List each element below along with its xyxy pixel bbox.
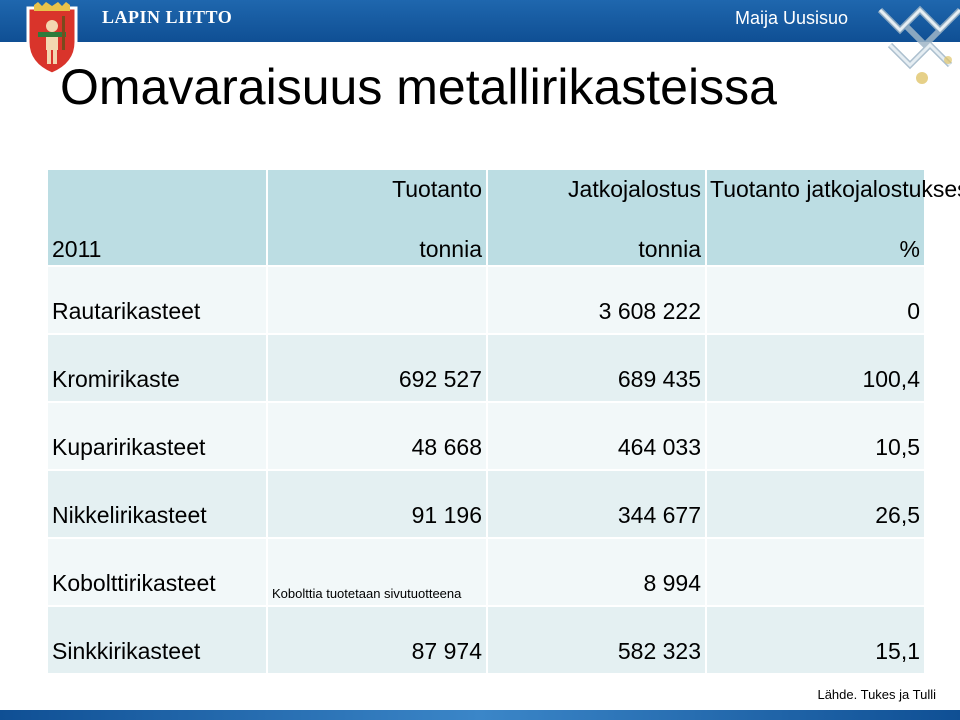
column-title: Jatkojalostus <box>568 176 701 202</box>
header-cell-processing: Jatkojalostus tonnia <box>488 170 705 265</box>
share-value: 0 <box>707 267 924 333</box>
table-row: Kromirikaste 692 527 689 435 100,4 <box>48 335 924 401</box>
processing-value: 689 435 <box>488 335 705 401</box>
column-unit: % <box>899 236 920 262</box>
column-title: Tuotanto <box>392 176 482 202</box>
row-name: Kromirikaste <box>48 335 266 401</box>
header-cell-share: Tuotanto jatkojalostuksesta % <box>707 170 960 265</box>
share-value: 15,1 <box>707 607 924 673</box>
source-note: Lähde. Tukes ja Tulli <box>817 687 936 702</box>
table-row: Kobolttirikasteet Kobolttia tuotetaan si… <box>48 539 924 605</box>
share-value: 100,4 <box>707 335 924 401</box>
header-cell-production: Tuotanto tonnia <box>268 170 486 265</box>
processing-value: 582 323 <box>488 607 705 673</box>
year-label: 2011 <box>52 236 102 262</box>
row-name: Kuparirikasteet <box>48 403 266 469</box>
column-title: Tuotanto jatkojalostuksesta <box>710 176 960 202</box>
table-row: Kuparirikasteet 48 668 464 033 10,5 <box>48 403 924 469</box>
header-band: LAPIN LIITTO Maija Uusisuo <box>0 0 960 42</box>
table-row: Rautarikasteet 3 608 222 0 <box>48 267 924 333</box>
row-name: Nikkelirikasteet <box>48 471 266 537</box>
header-cell-year: 2011 <box>48 170 266 265</box>
row-name: Sinkkirikasteet <box>48 607 266 673</box>
row-name: Rautarikasteet <box>48 267 266 333</box>
table-header-row: 2011 Tuotanto tonnia Jatkojalostus tonni… <box>48 170 960 265</box>
share-value: 26,5 <box>707 471 924 537</box>
production-note: Kobolttia tuotetaan sivutuotteena <box>268 539 486 605</box>
production-value: 48 668 <box>268 403 486 469</box>
production-value: 87 974 <box>268 607 486 673</box>
processing-value: 464 033 <box>488 403 705 469</box>
decorative-pattern <box>877 5 960 84</box>
column-unit: tonnia <box>419 236 482 262</box>
presenter-name: Maija Uusisuo <box>734 8 848 28</box>
processing-value: 344 677 <box>488 471 705 537</box>
production-value: 91 196 <box>268 471 486 537</box>
share-value: 10,5 <box>707 403 924 469</box>
column-unit: tonnia <box>638 236 701 262</box>
processing-value: 3 608 222 <box>488 267 705 333</box>
production-value <box>268 267 486 333</box>
brand-name: LAPIN LIITTO <box>102 7 233 27</box>
table-row: Sinkkirikasteet 87 974 582 323 15,1 <box>48 607 924 673</box>
share-value <box>707 539 924 605</box>
processing-value: 8 994 <box>488 539 705 605</box>
row-name: Kobolttirikasteet <box>48 539 266 605</box>
table-row: Nikkelirikasteet 91 196 344 677 26,5 <box>48 471 924 537</box>
slide-title: Omavaraisuus metallirikasteissa <box>60 59 777 115</box>
data-table: 2011 Tuotanto tonnia Jatkojalostus tonni… <box>46 168 960 675</box>
coat-of-arms-logo <box>26 2 78 76</box>
production-value: 692 527 <box>268 335 486 401</box>
footer-band <box>0 710 960 720</box>
